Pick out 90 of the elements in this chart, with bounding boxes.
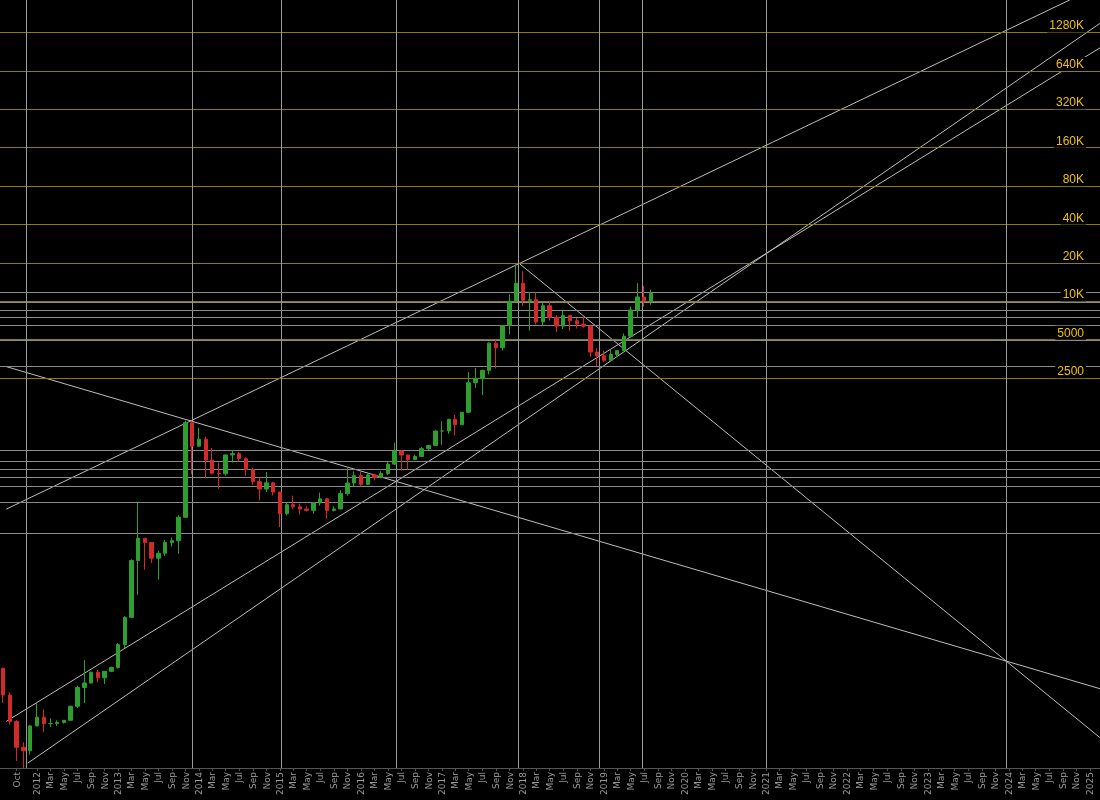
x-tick-label: Jul: [396, 772, 407, 784]
x-tick-label: 2016: [355, 771, 366, 795]
x-tick-label: Mar: [288, 771, 299, 789]
x-tick-label: 2017: [437, 772, 448, 795]
x-tick-label: Mar: [450, 771, 461, 789]
x-tick-label: May: [139, 771, 150, 791]
x-tick-label: May: [787, 771, 798, 791]
x-tick-label: Mar: [126, 771, 137, 789]
x-tick-label: Jul: [477, 772, 488, 784]
x-tick-label: Sep: [814, 771, 825, 789]
x-tick-label: Sep: [167, 771, 178, 789]
x-tick-label: Mar: [1017, 771, 1028, 789]
x-tick-label: Mar: [693, 771, 704, 789]
y-tick-label: 1280K: [1049, 18, 1084, 33]
x-tick-label: May: [301, 771, 312, 791]
y-tick-label: 640K: [1055, 56, 1084, 71]
x-tick-label: May: [625, 771, 636, 791]
x-tick-label: 2019: [598, 771, 609, 795]
x-tick-label: 2012: [32, 772, 43, 795]
x-tick-label: Jul: [882, 772, 893, 784]
y-tick-label: 320K: [1055, 95, 1084, 110]
x-tick-label: Sep: [86, 771, 97, 789]
y-tick-label: 5000: [1057, 325, 1085, 340]
x-tick-label: 2013: [113, 772, 124, 795]
x-tick-label: Mar: [369, 771, 380, 789]
x-tick-label: Jul: [315, 772, 326, 784]
x-tick-label: Mar: [612, 771, 623, 789]
y-tick-label: 2500: [1057, 364, 1085, 379]
x-tick-label: May: [220, 771, 231, 791]
x-tick-label: 2023: [922, 772, 933, 795]
x-tick-label: May: [58, 771, 69, 791]
x-tick-label: Mar: [936, 771, 947, 789]
x-tick-label: Sep: [895, 771, 906, 789]
x-tick-label: Nov: [666, 771, 677, 790]
x-tick-label: Jul: [720, 772, 731, 784]
x-tick-label: Nov: [342, 771, 353, 790]
y-tick-label: 40K: [1062, 210, 1084, 225]
x-tick-label: Mar: [855, 771, 866, 789]
x-tick-label: May: [868, 771, 879, 791]
x-tick-label: Nov: [585, 771, 596, 790]
x-tick-label: Jul: [558, 772, 569, 784]
x-tick-label: Sep: [328, 771, 339, 789]
x-tick-label: 2024: [1003, 771, 1014, 795]
x-tick-label: Sep: [976, 771, 987, 789]
x-tick-label: Jul: [639, 772, 650, 784]
x-tick-label: Jul: [72, 772, 83, 784]
x-tick-label: May: [544, 771, 555, 791]
x-tick-label: Oct: [11, 771, 22, 788]
x-tick-label: Nov: [828, 771, 839, 790]
x-tick-label: Nov: [261, 771, 272, 790]
x-tick-label: May: [382, 771, 393, 791]
y-tick-label: 10K: [1062, 287, 1084, 302]
x-tick-label: Sep: [652, 771, 663, 789]
x-tick-label: 2015: [275, 772, 286, 795]
x-tick-label: Sep: [1057, 771, 1068, 789]
x-tick-label: Sep: [410, 771, 421, 789]
y-tick-label: 160K: [1055, 133, 1084, 148]
x-tick-label: Mar: [207, 771, 218, 789]
x-tick-label: Mar: [45, 771, 56, 789]
x-tick-label: May: [706, 771, 717, 791]
x-tick-label: Sep: [571, 771, 582, 789]
y-tick-label: 20K: [1062, 248, 1084, 263]
x-tick-label: Nov: [504, 771, 515, 790]
x-tick-label: Sep: [734, 771, 745, 789]
x-tick-label: Mar: [774, 771, 785, 789]
x-tick-label: Sep: [247, 771, 258, 789]
x-tick-label: Jul: [801, 772, 812, 784]
x-tick-label: Jul: [963, 772, 974, 784]
x-tick-label: Mar: [531, 771, 542, 789]
x-tick-label: Nov: [1071, 771, 1082, 790]
x-tick-label: May: [463, 771, 474, 791]
x-tick-label: Nov: [423, 771, 434, 790]
x-tick-label: Nov: [909, 771, 920, 790]
x-tick-label: May: [1030, 771, 1041, 791]
x-tick-label: Jul: [234, 772, 245, 784]
y-tick-label: 80K: [1062, 172, 1084, 187]
x-tick-label: 2021: [761, 772, 772, 795]
x-tick-label: Nov: [990, 771, 1001, 790]
x-tick-label: Jul: [1044, 772, 1055, 784]
x-tick-label: Nov: [180, 771, 191, 790]
x-tick-label: 2025: [1085, 772, 1096, 795]
x-tick-label: Nov: [99, 771, 110, 790]
x-tick-label: 2022: [842, 772, 853, 795]
x-tick-label: Nov: [747, 771, 758, 790]
x-tick-label: Jul: [153, 772, 164, 784]
x-tick-label: 2018: [518, 771, 529, 795]
x-tick-label: 2020: [679, 771, 690, 795]
x-tick-label: Sep: [491, 771, 502, 789]
x-tick-label: 2014: [194, 771, 205, 795]
x-tick-label: May: [949, 771, 960, 791]
